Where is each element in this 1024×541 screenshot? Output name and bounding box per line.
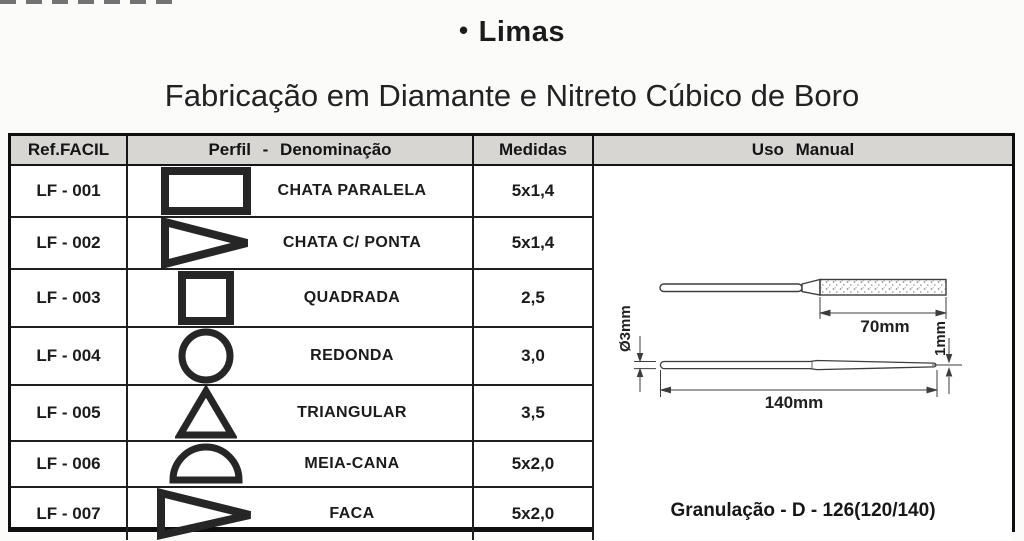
- triangle-profile-icon: [154, 386, 258, 440]
- ref-cell: LF - 007: [11, 488, 128, 540]
- perfil-cell: CHATA C/ PONTA: [128, 218, 474, 270]
- ref-cell: LF - 003: [11, 270, 128, 328]
- medida-cell: 5x2,0: [474, 442, 594, 488]
- header-perfil-denominacao: Perfil - Denominação: [128, 136, 474, 166]
- header-ref-facil: Ref.FACIL: [11, 136, 128, 166]
- product-table: Ref.FACIL Perfil - Denominação Medidas U…: [8, 133, 1015, 540]
- medida-cell: 3,0: [474, 328, 594, 386]
- dim-140mm: [659, 370, 939, 397]
- page-title: • Limas: [0, 15, 1024, 49]
- ref-cell: LF - 004: [11, 328, 128, 386]
- half-round-profile-icon: [154, 442, 258, 486]
- denomination-label: CHATA C/ PONTA: [282, 234, 422, 251]
- ref-cell: LF - 001: [11, 166, 128, 218]
- square-profile-icon: [154, 270, 258, 326]
- dim-tip: [932, 338, 962, 394]
- medida-cell: 3,5: [474, 386, 594, 442]
- denomination-label: REDONDA: [310, 347, 394, 364]
- page-subtitle: Fabricação em Diamante e Nitreto Cúbico …: [164, 78, 860, 113]
- page-title-text: Limas: [478, 16, 565, 48]
- ref-cell: LF - 002: [11, 218, 128, 270]
- perfil-cell: FACA: [128, 488, 474, 540]
- file-technical-drawing: 70mm Ø3mm: [617, 278, 962, 412]
- dim-70mm: [818, 297, 948, 319]
- medida-cell: 2,5: [474, 270, 594, 328]
- dim-diameter-label: Ø3mm: [617, 305, 634, 352]
- medida-cell: 5x2,0: [474, 488, 594, 540]
- medida-cell: 5x1,4: [474, 166, 594, 218]
- denomination-label: MEIA-CANA: [304, 455, 400, 472]
- scan-edge-artifact: [0, 0, 175, 4]
- bullet-icon: •: [459, 15, 469, 45]
- pointed-flat-profile-icon: [154, 218, 258, 268]
- header-uso-manual: Uso Manual: [594, 136, 1012, 166]
- denomination-label: TRIANGULAR: [297, 404, 407, 421]
- medida-cell: 5x1,4: [474, 218, 594, 270]
- knife-profile-icon: [154, 488, 258, 540]
- header-medidas: Medidas: [474, 136, 594, 166]
- file-side-view: [659, 359, 937, 371]
- granulation-label: Granulação - D - 126(120/140): [670, 500, 936, 521]
- rectangle-profile-icon: [154, 166, 258, 216]
- denomination-label: FACA: [329, 505, 375, 522]
- circle-profile-icon: [154, 328, 258, 384]
- ref-cell: LF - 006: [11, 442, 128, 488]
- uso-manual-cell: 70mm Ø3mm: [594, 166, 1012, 540]
- denomination-label: CHATA PARALELA: [277, 182, 427, 199]
- perfil-cell: QUADRADA: [128, 270, 474, 328]
- denomination-label: QUADRADA: [303, 289, 401, 306]
- ref-cell: LF - 005: [11, 386, 128, 442]
- perfil-cell: TRIANGULAR: [128, 386, 474, 442]
- dim-tip-label: 1mm: [932, 321, 949, 356]
- dim-70mm-label: 70mm: [860, 317, 909, 336]
- perfil-cell: CHATA PARALELA: [128, 166, 474, 218]
- dim-140mm-label: 140mm: [765, 393, 824, 412]
- file-top-view: [659, 278, 947, 296]
- perfil-cell: MEIA-CANA: [128, 442, 474, 488]
- perfil-cell: REDONDA: [128, 328, 474, 386]
- dim-diameter: [634, 336, 656, 392]
